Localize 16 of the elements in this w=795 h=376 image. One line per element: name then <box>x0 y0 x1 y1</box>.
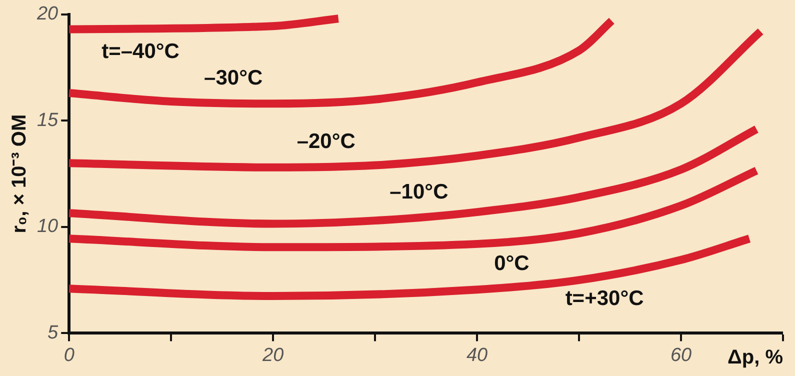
y-axis-title: r₀, × 10⁻³ ОМ <box>8 114 31 234</box>
series-label: t=+30°C <box>565 286 644 310</box>
x-tick-label: 0 <box>64 344 75 366</box>
series-label: –10°C <box>390 180 448 204</box>
y-tick-label: 5 <box>48 322 59 344</box>
series-label: 0°C <box>494 252 530 276</box>
series-label: t=–40°C <box>102 40 180 63</box>
x-axis-title: Δp, % <box>728 346 784 369</box>
series-label: –20°C <box>296 130 356 154</box>
x-tick-label: 40 <box>466 344 488 366</box>
x-tick-label: 60 <box>670 344 692 366</box>
y-tick-label: 15 <box>36 110 59 131</box>
y-tick-label: 20 <box>36 4 59 25</box>
y-tick-label: 10 <box>36 216 59 238</box>
x-tick-label: 20 <box>262 344 284 366</box>
series-label: –30°C <box>204 66 263 90</box>
